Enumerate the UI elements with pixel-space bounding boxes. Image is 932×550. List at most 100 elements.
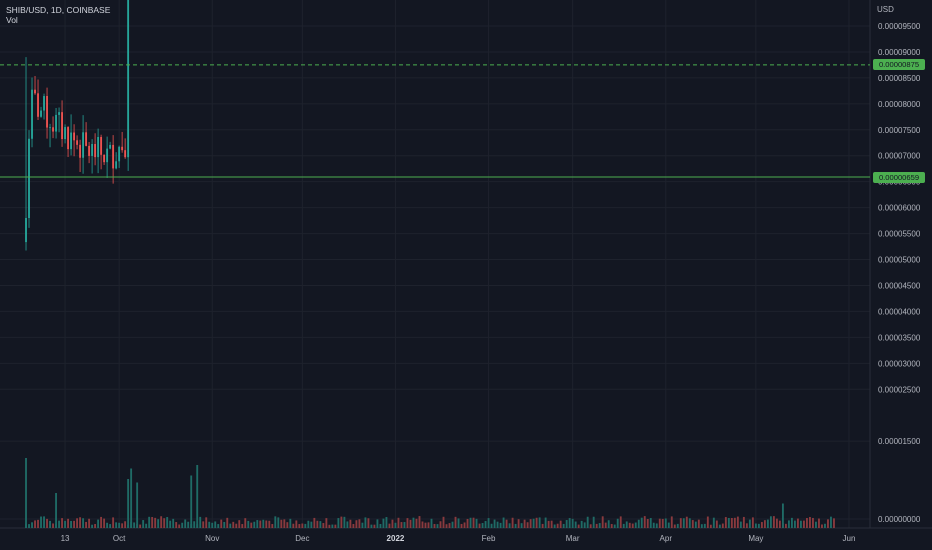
volume-bar [745,523,748,528]
volume-bar [718,524,721,528]
candle-body [37,93,39,117]
volume-bar [307,520,310,528]
volume-bar [217,524,220,528]
volume-bar [673,524,676,528]
candle-body [76,140,79,145]
volume-bar [310,521,313,528]
volume-bar [151,517,154,528]
volume-bar [286,522,289,528]
volume-bar [205,517,208,528]
volume-bar [727,517,730,528]
candle-body [43,96,45,111]
volume-spike [196,465,199,528]
volume-bar [271,524,274,528]
y-tick-label: 0.00004500 [878,281,921,290]
volume-bar [328,524,331,528]
candle-body [115,161,118,169]
candle-body [61,112,63,140]
volume-bar [739,521,742,528]
volume-bar [709,524,712,528]
x-tick-label: 2022 [387,534,405,543]
candle-body [64,127,66,140]
level-tag-green: 0.00000875 [873,59,925,71]
volume-bar [821,524,823,528]
candle-body [49,127,51,129]
volume-bar [340,516,343,528]
volume-bar [91,524,94,528]
volume-bar [238,520,241,528]
volume-bar [463,522,466,528]
volume-bar [145,523,148,528]
volume-bar [538,517,541,528]
volume-bar [157,519,160,528]
volume-bar [358,519,361,528]
symbol-label[interactable]: SHIB/USD, 1D, COINBASE [6,5,111,15]
volume-bar [568,518,571,528]
volume-bar [595,523,598,528]
volume-bar [31,522,33,528]
x-tick-label: Nov [205,534,219,543]
volume-bar [631,523,634,528]
volume-bar [85,521,88,528]
volume-bar [253,521,256,528]
volume-bar [454,516,457,528]
volume-bar [370,524,373,528]
volume-bar [163,518,166,528]
volume-bar [232,521,235,528]
volume-bar [520,523,523,528]
volume-bar [289,518,292,528]
volume-bar [736,516,739,528]
y-tick-label: 0.00006000 [878,204,921,213]
volume-bar [757,523,760,528]
volume-bar [703,523,706,528]
volume-bar [226,517,229,528]
volume-bar [325,518,328,528]
y-tick-label: 0.00002500 [878,385,921,394]
volume-bar [481,523,484,528]
volume-bar [304,523,307,528]
volume-bar [466,518,469,528]
volume-bar [301,523,304,528]
volume-bar [49,520,51,528]
volume-bar [199,516,202,528]
volume-bar [379,523,382,528]
volume-bar [193,521,196,528]
volume-label[interactable]: Vol [6,15,18,25]
volume-spike [25,458,27,528]
candle-body [73,132,76,141]
volume-bar [475,518,478,528]
volume-bar [679,518,682,528]
candle-body [127,0,130,158]
volume-bar [815,521,817,528]
volume-bar [112,517,115,528]
volume-bar [613,524,616,528]
y-tick-label: 0.00007000 [878,152,921,161]
volume-bar [382,518,385,528]
volume-bar [812,517,814,528]
candle-body [100,136,103,155]
volume-bar [793,520,796,528]
volume-bar [616,518,619,528]
volume-bar [649,518,652,528]
volume-bar [610,524,613,528]
volume-bar [556,523,559,528]
volume-bar [67,518,69,528]
volume-bar [769,516,772,528]
volume-bar [790,517,793,528]
volume-bar [787,520,790,528]
volume-bar [61,518,63,528]
candle-body [97,136,100,158]
volume-bar [181,522,184,528]
volume-bar [824,523,826,528]
volume-bar [274,516,277,528]
volume-bar [457,518,460,528]
volume-bar [499,522,502,528]
x-tick-label: Mar [566,534,580,543]
x-tick-label: Dec [295,534,309,543]
candle-body [70,132,72,150]
volume-bar [622,523,625,528]
volume-bar [160,516,163,528]
volume-bar [265,520,268,528]
volume-bar [571,518,574,528]
